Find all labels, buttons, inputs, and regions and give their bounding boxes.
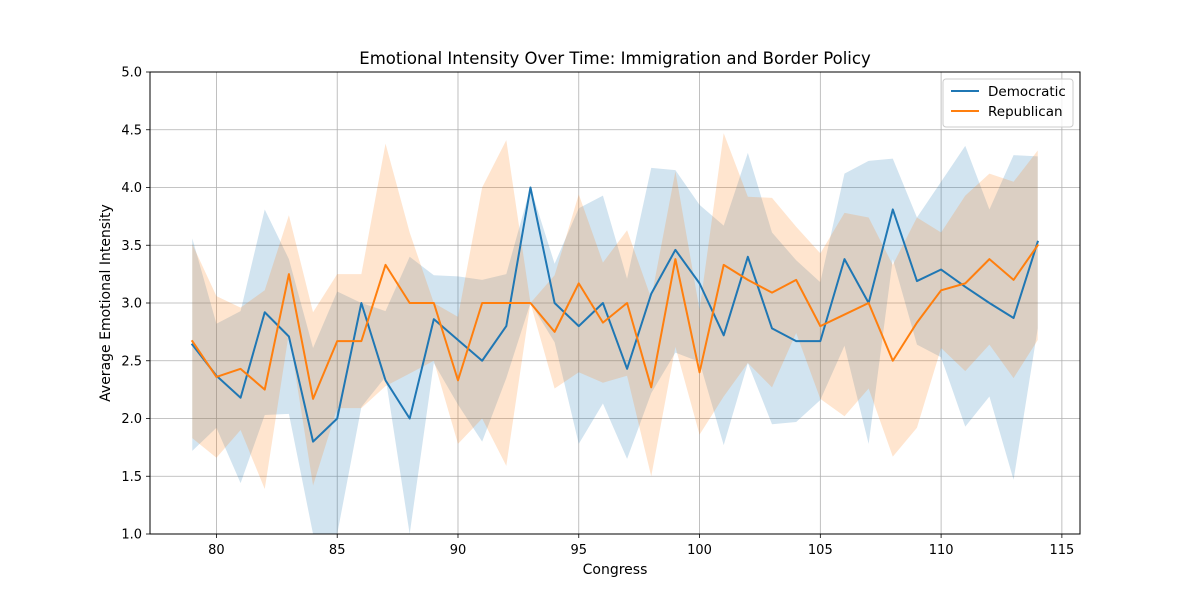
x-tick-label: 90 — [450, 543, 467, 558]
x-axis-label: Congress — [583, 562, 648, 578]
confidence-bands — [192, 133, 1038, 535]
legend-label-democratic: Democratic — [988, 84, 1066, 100]
x-tick-label: 110 — [929, 543, 954, 558]
band-democratic — [192, 145, 1038, 535]
x-tick-label: 115 — [1049, 543, 1074, 558]
y-tick-label: 4.0 — [121, 181, 142, 196]
legend: Democratic Republican — [942, 78, 1074, 128]
line-republican — [190, 243, 1040, 400]
series-lines — [190, 186, 1040, 443]
y-tick-label: 4.5 — [121, 123, 142, 138]
x-tick-label: 100 — [687, 543, 712, 558]
legend-label-republican: Republican — [988, 104, 1063, 120]
x-tick-label: 105 — [808, 543, 833, 558]
y-tick-label: 3.5 — [121, 239, 142, 254]
band-republican — [192, 133, 1038, 489]
y-tick-label: 5.0 — [121, 66, 142, 81]
y-axis-label: Average Emotional Intensity — [98, 204, 114, 402]
axis-ticks: 80 85 90 95 100 105 110 115 1.0 1.5 2.0 2.5 3.0 3.5 4.… — [121, 66, 1074, 559]
x-tick-label: 85 — [329, 543, 346, 558]
chart-title: Emotional Intensity Over Time: Immigrati… — [359, 49, 871, 68]
x-tick-label: 95 — [570, 543, 587, 558]
y-tick-label: 1.0 — [121, 528, 142, 543]
y-tick-label: 1.5 — [121, 470, 142, 485]
y-tick-label: 2.0 — [121, 412, 142, 427]
line-democratic — [190, 186, 1039, 443]
x-tick-label: 80 — [208, 543, 225, 558]
y-tick-label: 2.5 — [121, 354, 142, 369]
y-tick-label: 3.0 — [121, 297, 142, 312]
